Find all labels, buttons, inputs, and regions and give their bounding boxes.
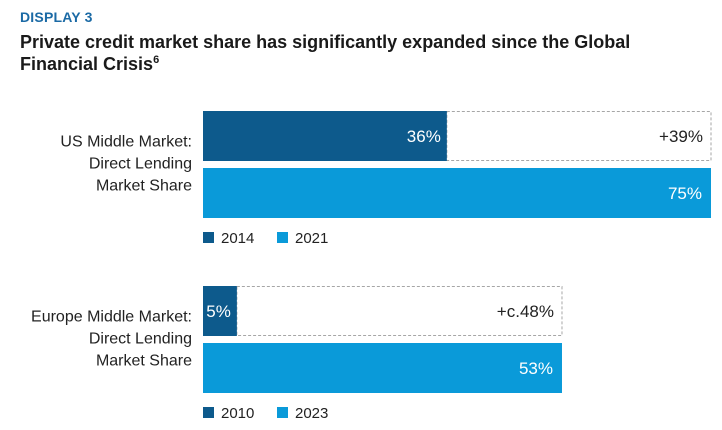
group-1-legend-label-2014: 2014 (221, 230, 254, 247)
group-1-bar-2021 (203, 168, 711, 218)
group-2-growth-label: +c.48% (497, 302, 554, 321)
group-2-bar-2023 (203, 343, 562, 393)
group-2-legend-label-2023: 2023 (295, 405, 328, 422)
group-2-bar-label-2023: 53% (519, 359, 553, 378)
group-1-category-label-line: Direct Lending (89, 156, 192, 173)
group-1-bar-2014 (203, 111, 447, 161)
group-1-legend-swatch-2014 (203, 232, 214, 243)
group-1-growth-label: +39% (659, 127, 703, 146)
title-text: Private credit market share has signific… (20, 32, 631, 74)
group-2-category-label-line: Market Share (96, 353, 192, 370)
group-1-category-label-line: Market Share (96, 178, 192, 195)
group-2-legend-label-2010: 2010 (221, 405, 254, 422)
group-1-bar-label-2014: 36% (407, 127, 441, 146)
chart-title: Private credit market share has signific… (20, 31, 660, 75)
group-2-bar-2010 (203, 286, 237, 336)
display-label: DISPLAY 3 (20, 9, 93, 25)
group-1-bar-label-2021: 75% (668, 184, 702, 203)
group-2-bar-label-2010: 5% (206, 302, 231, 321)
group-1-legend-swatch-2021 (277, 232, 288, 243)
group-1-growth-box (446, 111, 712, 161)
title-footnote-marker: 6 (153, 54, 160, 66)
group-2-category-label-line: Europe Middle Market: (31, 309, 192, 326)
group-2-growth-box (236, 286, 563, 336)
group-1-category-label-line: US Middle Market: (60, 134, 192, 151)
group-2-legend-swatch-2023 (277, 407, 288, 418)
group-2-legend-swatch-2010 (203, 407, 214, 418)
group-1-legend-label-2021: 2021 (295, 230, 328, 247)
group-2-category-label-line: Direct Lending (89, 331, 192, 348)
